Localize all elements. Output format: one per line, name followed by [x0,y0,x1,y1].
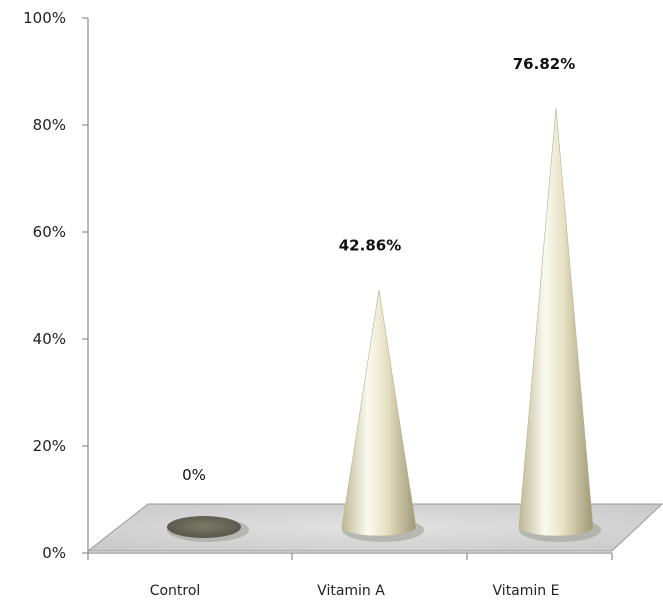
y-tick-label: 100% [23,9,66,27]
data-label: 42.86% [339,237,401,255]
y-tick-label: 0% [42,544,66,562]
y-tick-label: 60% [33,223,66,241]
x-tick-label: Vitamin E [493,583,560,599]
cone-base-control [167,516,241,538]
y-tick-label: 20% [33,437,66,455]
x-tick-label: Vitamin A [317,583,385,599]
x-tick-label: Control [150,583,201,599]
data-label: 0% [182,466,206,484]
y-tick-label: 40% [33,330,66,348]
cone-vitamin-e [518,107,594,537]
cone-vitamin-a [341,289,417,537]
y-tick-label: 80% [33,116,66,134]
data-label: 76.82% [513,55,575,73]
